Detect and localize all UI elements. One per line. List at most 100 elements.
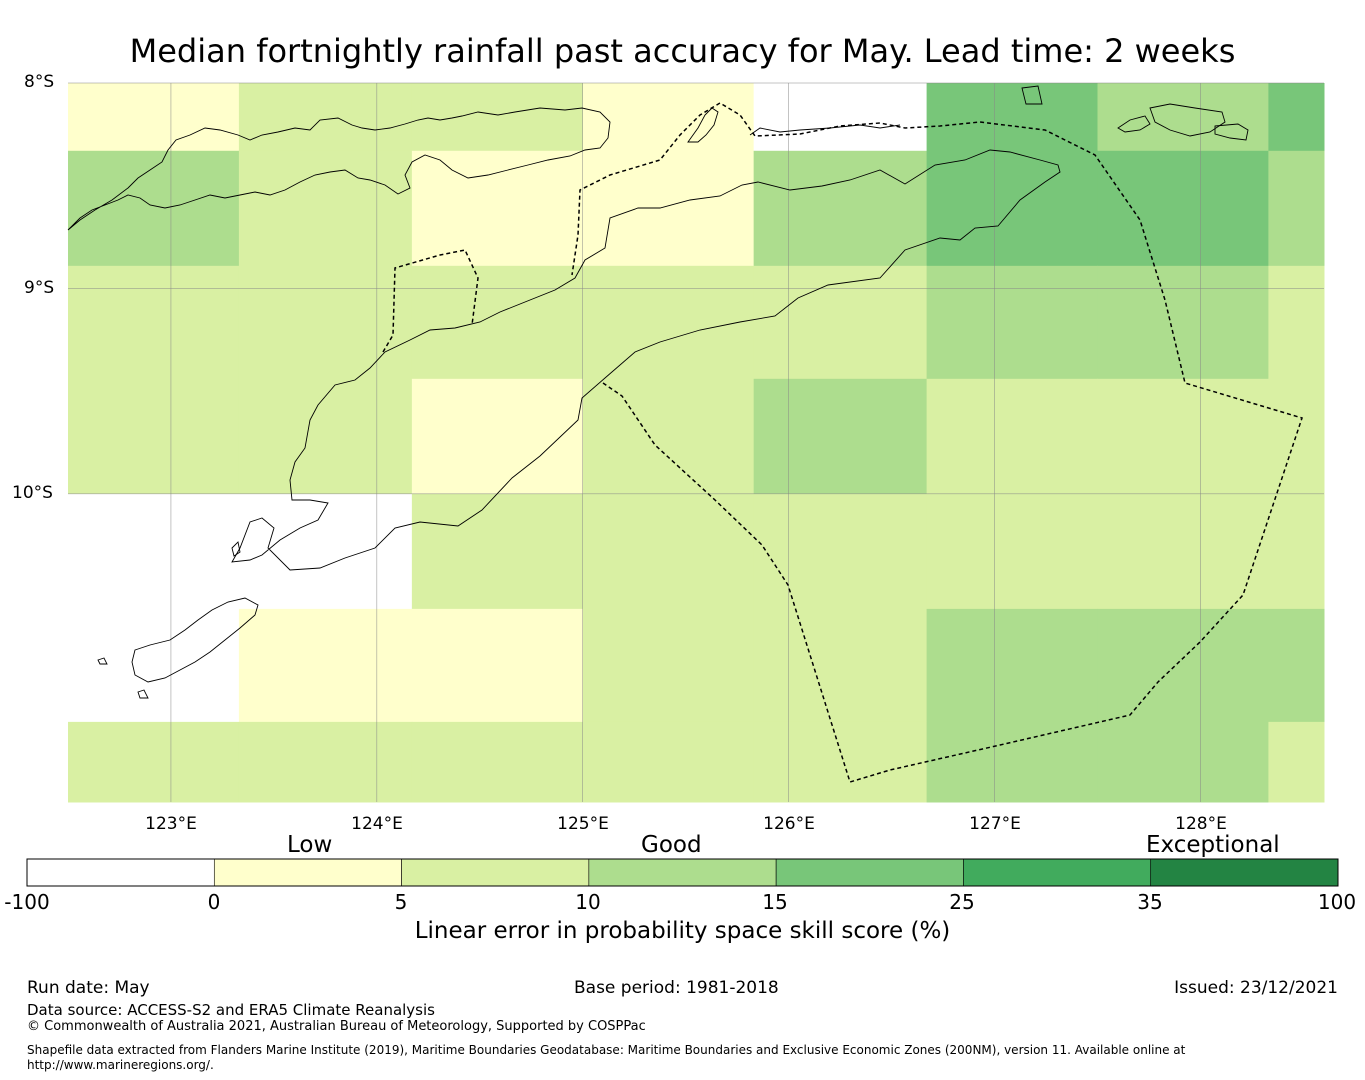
lon-label-124e: 124°E: [351, 814, 403, 834]
islet-lakor: [1214, 123, 1249, 141]
grid-cell: [411, 608, 584, 723]
lon-label-128e: 128°E: [1175, 814, 1227, 834]
flores-coastline: [67, 107, 611, 231]
grid-cell: [238, 608, 413, 723]
maritime-boundary: [382, 102, 1303, 783]
grid-cell: [926, 721, 1099, 803]
issued-date: Issued: 23/12/2021: [1174, 978, 1338, 998]
grid-cell: [411, 265, 584, 380]
grid-cell: [411, 83, 584, 152]
colorbar-segment: [775, 858, 964, 887]
grid-cell: [1268, 150, 1325, 267]
grid-cell: [1097, 721, 1269, 803]
alor-coastline: [687, 107, 719, 143]
colorbar-tick: 100: [1317, 890, 1357, 914]
colorbar-segment: [588, 858, 777, 887]
grid-cell: [926, 265, 1099, 380]
rote-coastline: [131, 597, 259, 683]
grid-cell: [238, 150, 413, 267]
grid-cell: [68, 721, 240, 803]
islet-moa: [1149, 103, 1226, 137]
category-low: Low: [287, 832, 333, 858]
grid-cell: [753, 150, 928, 267]
lat-label-8s: 8°S: [24, 72, 55, 92]
islet-semau: [231, 541, 241, 557]
grid-cell: [1097, 265, 1269, 380]
grid-cell: [68, 150, 240, 267]
grid-cell: [68, 378, 240, 495]
grid-cell: [68, 83, 240, 152]
islet-savu: [97, 657, 108, 665]
grid-cell: [411, 150, 584, 267]
lon-label-125e: 125°E: [557, 814, 609, 834]
lat-label-10s: 10°S: [12, 483, 53, 503]
grid-cell: [238, 83, 413, 152]
colorbar-segment: [401, 858, 590, 887]
category-exceptional: Exceptional: [1146, 832, 1280, 858]
colorbar-tick: 35: [1137, 890, 1163, 914]
grid-cell: [1268, 493, 1325, 610]
grid-cell: [68, 265, 240, 380]
colorbar-tick: 5: [394, 890, 408, 914]
grid-cell: [1097, 83, 1269, 152]
grid-cell: [582, 378, 755, 495]
grid-cell: [411, 493, 584, 610]
grid-cell: [68, 608, 240, 723]
lon-label-127e: 127°E: [969, 814, 1021, 834]
eez-timor-leste: [571, 102, 1303, 783]
grid-cell: [582, 721, 755, 803]
coastline: [67, 85, 1249, 699]
grid-cell: [238, 265, 413, 380]
islet-ndao: [137, 689, 149, 699]
colorbar-tick: 25: [949, 890, 975, 914]
shapefile-url: http://www.marineregions.org/.: [27, 1058, 214, 1072]
lat-label-9s: 9°S: [24, 278, 55, 298]
colorbar: [26, 858, 1339, 887]
grid-cell: [926, 378, 1099, 495]
grid-cell: [753, 83, 928, 152]
grid-cell: [926, 608, 1099, 723]
grid-cell: [582, 493, 755, 610]
lon-label-126e: 126°E: [763, 814, 815, 834]
grid-cell: [1268, 721, 1325, 803]
colorbar-frame: [26, 858, 1339, 887]
colorbar-segment: [26, 858, 215, 887]
grid-cell: [753, 721, 928, 803]
copyright: © Commonwealth of Australia 2021, Austra…: [27, 1019, 646, 1034]
category-good: Good: [641, 832, 702, 858]
skill-grid: [68, 83, 1325, 803]
map-title: Median fortnightly rainfall past accurac…: [129, 32, 1236, 70]
islet-kisar: [1021, 85, 1043, 105]
colorbar-tick: 10: [575, 890, 601, 914]
grid-cell: [1097, 493, 1269, 610]
islet-leti: [1117, 115, 1151, 133]
grid-cell: [753, 608, 928, 723]
grid-cell: [753, 493, 928, 610]
grid-cell: [926, 493, 1099, 610]
eez-oecusse: [382, 249, 479, 353]
grid-cell: [411, 721, 584, 803]
grid-cell: [582, 83, 755, 152]
colorbar-segment: [213, 858, 402, 887]
grid-cell: [1268, 608, 1325, 723]
colorbar-segment: [1150, 858, 1339, 887]
grid-cell: [753, 378, 928, 495]
grid-cell: [1097, 608, 1269, 723]
grid-cell: [238, 721, 413, 803]
grid-cell: [926, 83, 1099, 152]
grid-cell: [753, 265, 928, 380]
grid-cell: [238, 493, 413, 610]
grid-cell: [582, 265, 755, 380]
grid-cell: [411, 378, 584, 495]
lon-label-123e: 123°E: [145, 814, 197, 834]
graticule: [68, 82, 1324, 802]
grid-cell: [1268, 265, 1325, 380]
shapefile-credit: Shapefile data extracted from Flanders M…: [27, 1043, 1186, 1057]
grid-cell: [1097, 378, 1269, 495]
colorbar-tick: -100: [4, 890, 50, 914]
grid-cell: [1097, 150, 1269, 267]
run-date: Run date: May: [27, 978, 150, 998]
wetar-island: [749, 124, 901, 136]
colorbar-tick: 0: [207, 890, 221, 914]
